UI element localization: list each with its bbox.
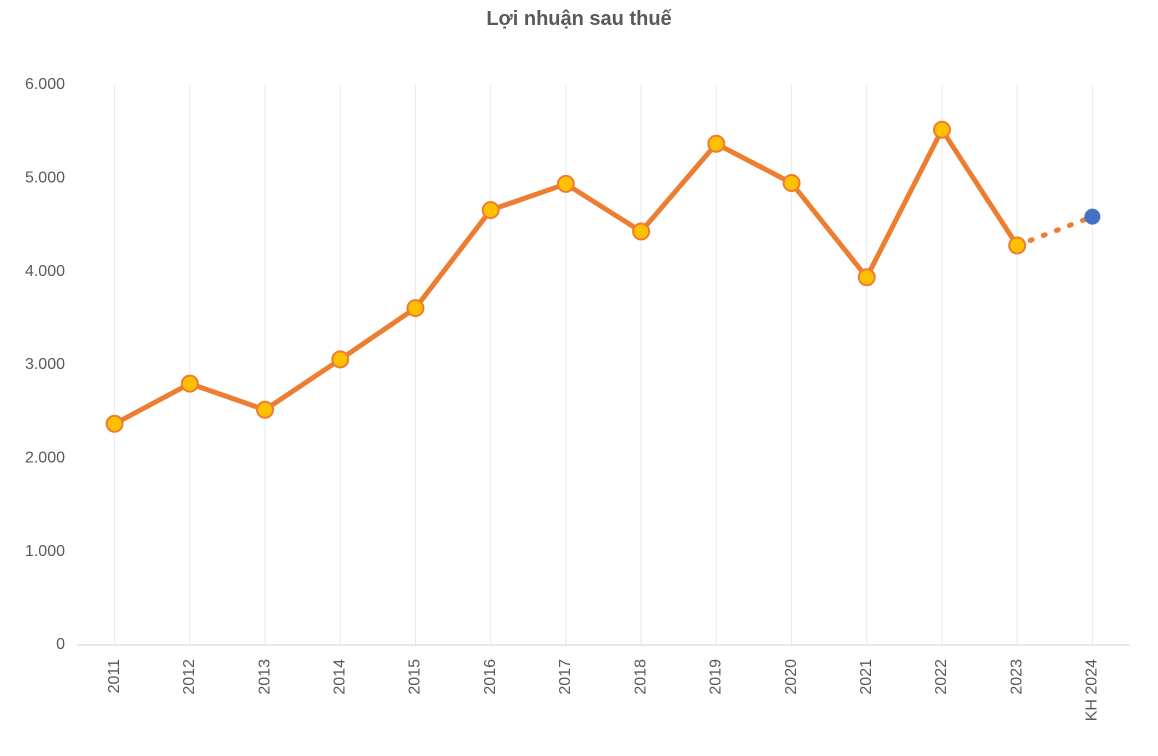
x-tick-label: 2019: [708, 659, 725, 695]
series-main-marker: [633, 224, 649, 240]
x-tick-label: 2015: [407, 659, 424, 695]
series-main-marker: [934, 122, 950, 138]
y-tick-label: 1.000: [25, 543, 65, 560]
series-main-marker: [558, 176, 574, 192]
y-tick-label: 2.000: [25, 450, 65, 467]
x-tick-label: 2017: [557, 659, 574, 695]
x-tick-label: 2021: [858, 659, 875, 695]
series-forecast-marker: [1084, 209, 1100, 225]
y-tick-label: 0: [56, 636, 65, 653]
x-tick-label: KH 2024: [1084, 659, 1101, 721]
x-tick-label: 2020: [783, 659, 800, 695]
line-chart: Lợi nhuận sau thuế 0 1.000 2.000 3.000 4.000…: [0, 0, 1158, 756]
x-tick-label: 2018: [632, 659, 649, 695]
chart-title: Lợi nhuận sau thuế: [0, 8, 1158, 31]
y-tick-label: 3.000: [25, 356, 65, 373]
series-main-marker: [483, 202, 499, 218]
series-main-marker: [332, 351, 348, 367]
series-main-marker: [708, 136, 724, 152]
series-main-marker: [257, 402, 273, 418]
chart-svg: 0 1.000 2.000 3.000 4.000 5.000 6.000 2011 2012 2…: [0, 0, 1158, 756]
x-tick-label: 2013: [256, 659, 273, 695]
x-tick-label: 2011: [106, 659, 123, 694]
series-main-marker: [784, 175, 800, 191]
x-tick-label: 2023: [1008, 659, 1025, 695]
x-tick-label: 2014: [331, 659, 348, 695]
x-tick-label: 2016: [482, 659, 499, 695]
y-tick-label: 5.000: [25, 170, 65, 187]
series-main-marker: [407, 300, 423, 316]
series-main-marker: [182, 376, 198, 392]
series-forecast-line: [1017, 217, 1092, 246]
series-main-marker: [859, 269, 875, 285]
series-main-marker: [1009, 238, 1025, 254]
y-tick-label: 6.000: [25, 76, 65, 93]
series-main-marker: [107, 416, 123, 432]
x-tick-label: 2012: [181, 659, 198, 695]
x-tick-label: 2022: [933, 659, 950, 695]
y-tick-label: 4.000: [25, 263, 65, 280]
